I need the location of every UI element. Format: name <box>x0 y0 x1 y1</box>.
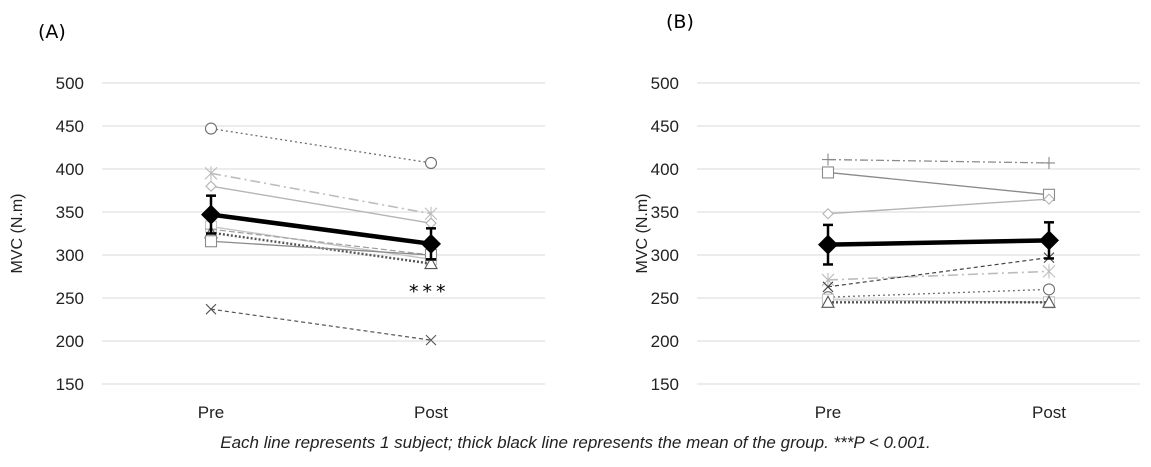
panel-a-ytick-label: 350 <box>56 203 84 222</box>
panel-a-subject-series <box>204 166 438 221</box>
panel-b-mean-marker <box>818 234 838 255</box>
panel-b-y-axis-title: MVC (N.m) <box>634 194 651 274</box>
panel-b-subject-marker <box>1042 295 1056 308</box>
panel-a-subject-line <box>210 228 432 256</box>
panel-a-subject-marker <box>205 180 217 192</box>
panel-a-significance-stars: *** <box>409 281 450 303</box>
panel-b-subject-line <box>827 270 1050 281</box>
figure-caption: Each line represents 1 subject; thick bl… <box>220 433 931 452</box>
panel-a-xtick-label: Post <box>414 403 448 422</box>
panel-a-xtick-label: Pre <box>198 403 224 422</box>
panel-b-subject-series <box>821 264 1056 287</box>
panel-a-label: (A) <box>38 21 66 43</box>
panel-b-mean-marker <box>1039 230 1059 251</box>
panel-a-ytick-label: 450 <box>56 117 84 136</box>
panel-b-subject-marker <box>1042 283 1056 296</box>
panel-b-subject-marker <box>821 166 835 179</box>
panel-b-ytick-label: 450 <box>651 117 679 136</box>
panel-b-subject-marker <box>821 295 835 308</box>
panel-b-subject-series <box>822 193 1055 220</box>
panel-b-subject-series <box>821 293 1056 309</box>
panel-b-subject-line <box>827 288 1050 298</box>
panel-b-subject-marker <box>1043 156 1055 169</box>
panel-a-ytick-label: 200 <box>56 332 84 351</box>
panel-a-subject-marker <box>204 235 218 248</box>
panel-b-ytick-label: 350 <box>651 203 679 222</box>
panel-b-mean-series <box>818 221 1059 266</box>
panel-b-ytick-label: 150 <box>651 375 679 394</box>
panel-a-ytick-label: 150 <box>56 375 84 394</box>
panel-a-subject-line <box>210 240 432 256</box>
panel-b-ytick-label: 400 <box>651 160 679 179</box>
panel-b-subject-marker <box>821 272 835 287</box>
panel-a-mean-line <box>210 212 432 247</box>
panel-b-subject-series <box>822 153 1055 169</box>
panel-a-subject-marker <box>205 303 217 315</box>
panel-b-subject-series <box>822 252 1055 293</box>
panel-a-subject-marker <box>425 217 437 229</box>
panel-a-subject-series <box>204 122 438 170</box>
panel-b-subject-marker <box>822 207 834 220</box>
panel-b: (B) 150 200 250 300 350 400 450 500 MVC (N.m) Pre P… <box>634 11 1140 422</box>
panel-a-subject-marker <box>204 122 218 135</box>
chart-svg: (A) 150 200 250 300 350 400 450 500 MVC (N.m) Pre P… <box>9 11 1140 422</box>
panel-b-ytick-label: 500 <box>651 74 679 93</box>
panel-b-subject-marker <box>822 281 834 293</box>
panel-a: (A) 150 200 250 300 350 400 450 500 MVC (N.m) Pre P… <box>9 21 545 422</box>
panel-b-mean-line <box>827 238 1050 247</box>
panel-a-ytick-label: 400 <box>56 160 84 179</box>
panel-b-ytick-label: 300 <box>651 246 679 265</box>
panel-b-subject-marker <box>822 153 834 166</box>
panel-b-subject-series <box>821 166 1056 201</box>
panel-a-y-axis-title: MVC (N.m) <box>9 194 26 274</box>
panel-a-subject-marker <box>424 256 438 270</box>
panel-a-ytick-label: 500 <box>56 74 84 93</box>
panel-a-ytick-label: 250 <box>56 289 84 308</box>
panel-a-mean-marker <box>421 233 441 254</box>
panel-b-ytick-label: 250 <box>651 289 679 308</box>
panel-b-xtick-label: Pre <box>815 403 841 422</box>
panel-a-subject-line <box>210 172 432 215</box>
panel-a-subject-line <box>210 308 432 341</box>
panel-a-mean-series <box>201 194 441 261</box>
panel-b-label: (B) <box>666 11 694 33</box>
panel-a-subject-line <box>210 225 432 260</box>
panel-a-subject-marker <box>425 334 437 346</box>
panel-a-subject-line <box>210 185 432 224</box>
panel-a-ytick-label: 300 <box>56 246 84 265</box>
panel-b-subject-line <box>827 158 1050 164</box>
panel-b-subject-line <box>827 256 1050 288</box>
panel-a-subject-line <box>210 127 432 164</box>
panel-b-subject-marker <box>1042 264 1056 279</box>
panel-b-xtick-label: Post <box>1032 403 1066 422</box>
panel-a-subject-line <box>210 231 432 265</box>
panel-a-subject-marker <box>204 166 218 181</box>
panel-b-ytick-label: 200 <box>651 332 679 351</box>
panel-b-subject-marker <box>1043 193 1055 205</box>
panel-b-subject-line <box>827 198 1050 215</box>
panel-a-subject-series <box>205 303 437 346</box>
panel-a-subject-series <box>205 180 437 229</box>
panel-b-subject-series <box>821 295 1056 308</box>
panel-b-subject-line <box>827 171 1050 196</box>
panel-a-mean-marker <box>201 204 221 225</box>
panel-a-subject-marker <box>424 156 438 170</box>
